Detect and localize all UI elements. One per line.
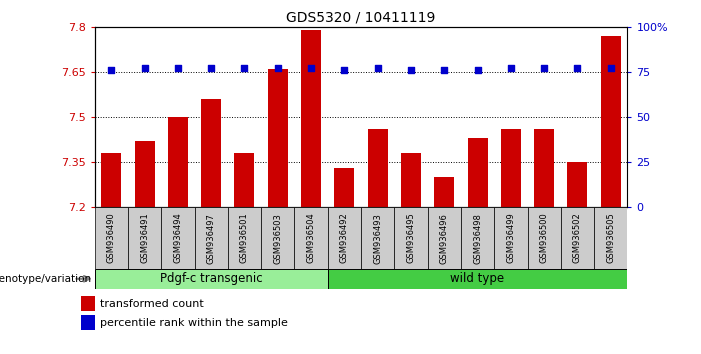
Bar (567, 162, 587, 207)
Bar (494, 207, 527, 269)
Point (172, 65, 184, 71)
Point (405, 67, 416, 73)
Text: Pdgf-c transgenic: Pdgf-c transgenic (160, 272, 262, 285)
Text: GSM936500: GSM936500 (540, 213, 549, 263)
Bar (368, 129, 388, 207)
Text: GSM936498: GSM936498 (473, 213, 482, 263)
Bar (294, 207, 327, 269)
Bar (528, 207, 561, 269)
Bar (261, 207, 294, 269)
Text: wild type: wild type (451, 272, 505, 285)
Bar (394, 207, 428, 269)
Text: transformed count: transformed count (100, 299, 204, 309)
Bar (468, 138, 487, 207)
Point (538, 65, 550, 71)
Bar (201, 99, 222, 207)
Point (339, 67, 350, 73)
Point (239, 65, 250, 71)
Point (306, 65, 317, 71)
Bar (428, 207, 461, 269)
Point (272, 65, 283, 71)
Text: GSM936493: GSM936493 (373, 213, 382, 263)
Bar (81, 296, 95, 311)
Bar (327, 269, 627, 289)
Bar (161, 207, 194, 269)
Text: GDS5320 / 10411119: GDS5320 / 10411119 (286, 11, 436, 25)
Text: percentile rank within the sample: percentile rank within the sample (100, 318, 288, 328)
Bar (228, 207, 261, 269)
Bar (401, 153, 421, 207)
Point (205, 65, 217, 71)
Text: genotype/variation: genotype/variation (0, 274, 91, 284)
Bar (501, 129, 521, 207)
Text: GSM936501: GSM936501 (240, 213, 249, 263)
Point (572, 65, 583, 71)
Bar (534, 129, 554, 207)
Bar (101, 153, 121, 207)
Bar (594, 207, 627, 269)
Bar (601, 36, 620, 207)
Bar (435, 177, 454, 207)
Text: GSM936496: GSM936496 (440, 213, 449, 263)
Text: GSM936503: GSM936503 (273, 213, 283, 263)
Text: GSM936494: GSM936494 (173, 213, 182, 263)
Bar (128, 207, 161, 269)
Point (472, 67, 483, 73)
Bar (561, 207, 594, 269)
Point (372, 65, 383, 71)
Text: GSM936497: GSM936497 (207, 213, 216, 263)
Point (439, 67, 450, 73)
Text: GSM936499: GSM936499 (506, 213, 515, 263)
Bar (301, 30, 321, 207)
Bar (327, 207, 361, 269)
Bar (81, 315, 95, 330)
Bar (334, 168, 355, 207)
Bar (135, 141, 154, 207)
Text: GSM936502: GSM936502 (573, 213, 582, 263)
Text: GSM936505: GSM936505 (606, 213, 615, 263)
Text: GSM936492: GSM936492 (340, 213, 349, 263)
Bar (234, 153, 254, 207)
Point (106, 67, 117, 73)
Text: GSM936490: GSM936490 (107, 213, 116, 263)
Bar (268, 69, 288, 207)
Text: GSM936491: GSM936491 (140, 213, 149, 263)
Point (139, 65, 150, 71)
Point (505, 65, 517, 71)
Bar (95, 269, 327, 289)
Point (605, 65, 616, 71)
Bar (95, 207, 128, 269)
Text: GSM936495: GSM936495 (407, 213, 416, 263)
Text: GSM936504: GSM936504 (306, 213, 315, 263)
Bar (195, 207, 228, 269)
Bar (361, 207, 394, 269)
Bar (168, 117, 188, 207)
Bar (461, 207, 494, 269)
